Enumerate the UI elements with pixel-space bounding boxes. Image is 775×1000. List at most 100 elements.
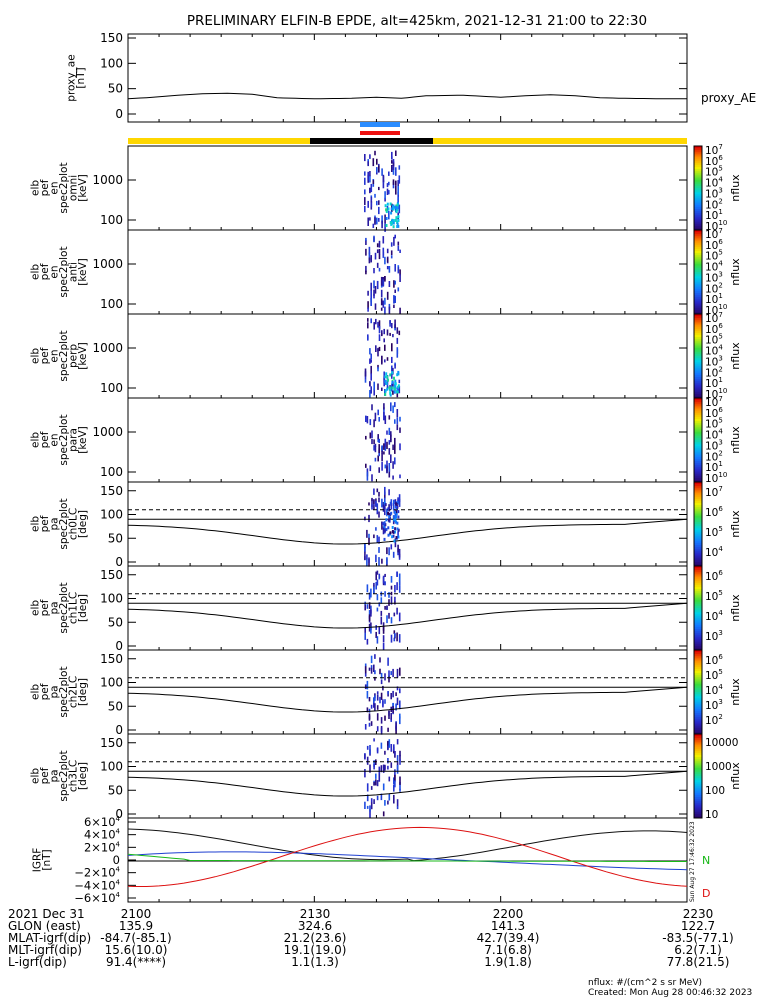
colorbar-segment	[694, 738, 702, 741]
spec-pixel	[380, 679, 383, 685]
spec-pixel	[364, 205, 366, 213]
spec-pixel	[378, 267, 381, 272]
spec-pixel	[388, 739, 391, 748]
spec-pixel	[384, 765, 386, 770]
spec-pixel	[373, 388, 375, 396]
spec-pixel	[381, 332, 383, 337]
spec-pixel-hot	[384, 380, 387, 384]
spec-pixel	[378, 346, 381, 352]
spec-pixel	[390, 255, 393, 259]
spec-pixel	[378, 547, 380, 553]
spec-pixel-hot	[397, 224, 400, 228]
spec-pixel	[369, 805, 371, 812]
spec-panel-label-line: pa	[48, 685, 60, 698]
colorbar-segment	[694, 395, 702, 399]
colorbar-segment	[694, 620, 702, 624]
spec-pixel	[382, 526, 385, 535]
spec-pixel	[390, 499, 393, 504]
footer-cell: 6.2(7.1)	[674, 943, 722, 957]
spec-panel-label-line: spec2plot	[58, 330, 70, 381]
spec-pixel	[373, 700, 375, 708]
spec-pixel	[365, 239, 367, 245]
colorbar-segment	[694, 622, 702, 626]
colorbar-segment	[694, 803, 702, 806]
spec-pixel	[368, 252, 371, 261]
spec-pixel	[392, 551, 395, 558]
colorbar-segment	[694, 255, 702, 258]
colorbar-exponent: 7	[718, 485, 722, 493]
colorbar-exponent: 2	[718, 449, 722, 457]
colorbar-segment	[694, 521, 702, 525]
footer-cell: 42.7(39.4)	[476, 931, 540, 945]
spec-pixel	[376, 570, 379, 575]
colorbar-exponent: 5	[718, 333, 722, 341]
spec-pixel	[368, 715, 371, 721]
spec-pixel	[378, 602, 381, 607]
spec-pixel	[388, 468, 391, 478]
spec-pixel	[396, 409, 399, 418]
spec-pixel	[388, 547, 390, 556]
pa-pixel-hot	[397, 535, 400, 539]
spec-pixel	[392, 390, 394, 395]
spec-panel-label-line: spec2plot	[58, 414, 70, 465]
spec-pixel-hot	[396, 373, 399, 377]
colorbar-segment	[694, 778, 702, 781]
spec-panel-label-line: [keV]	[77, 426, 89, 454]
colorbar-segment	[694, 152, 702, 155]
spec-pixel	[387, 765, 389, 770]
colorbar-segment	[694, 645, 702, 649]
colorbar-segment	[694, 204, 702, 208]
spec-pixel	[384, 444, 387, 451]
colorbar-segment	[694, 316, 702, 319]
spec-pixel	[398, 498, 401, 507]
spec-y-tick-label: 150	[100, 484, 123, 498]
colorbar-segment	[694, 500, 702, 504]
spec-pixel-hot	[396, 221, 399, 224]
spec-pixel	[373, 268, 375, 274]
spec-pixel	[375, 318, 377, 325]
colorbar-segment	[694, 589, 702, 592]
colorbar-segment	[694, 416, 702, 420]
colorbar-segment	[694, 727, 702, 731]
footer-row-label: GLON (east)	[8, 919, 81, 933]
spec-pixel	[384, 256, 386, 265]
spec-pixel	[374, 443, 377, 447]
colorbar-segment	[694, 150, 702, 153]
spec-pixel	[397, 544, 399, 553]
colorbar-segment	[694, 685, 702, 689]
spec-pixel	[368, 722, 371, 727]
spec-pixel	[391, 156, 393, 160]
colorbar-segment	[694, 343, 702, 346]
spec-pixel-hot	[389, 202, 392, 206]
spec-pixel	[380, 307, 383, 311]
spec-y-tick-label: 100	[100, 592, 123, 606]
colorbar-segment	[694, 479, 702, 483]
colorbar-segment	[694, 330, 702, 334]
spec-pixel	[383, 403, 385, 410]
spec-pixel	[393, 280, 395, 288]
colorbar-segment	[694, 574, 702, 577]
spec-pixel	[396, 755, 399, 763]
spec-pixel-hot	[385, 208, 388, 212]
spec-pixel	[394, 780, 396, 788]
spec-pixel	[397, 180, 399, 187]
spec-pixel	[376, 713, 379, 721]
pa-pixel-hot	[382, 522, 384, 526]
spec-pixel	[367, 301, 369, 309]
spec-y-tick-label: 100	[100, 381, 123, 395]
spec-pixel	[378, 334, 381, 341]
colorbar-segment	[694, 448, 702, 451]
spec-pixel	[386, 441, 388, 449]
pa-pixel-hot	[389, 531, 392, 535]
colorbar-segment	[694, 435, 702, 439]
spec-pixel	[390, 744, 393, 752]
colorbar-segment	[694, 248, 702, 252]
colorbar-segment	[694, 666, 702, 670]
spec-pixel	[394, 457, 396, 465]
spec-pixel	[381, 445, 383, 451]
colorbar-segment	[694, 299, 702, 302]
spec-pixel-hot	[389, 393, 392, 397]
colorbar-segment	[694, 251, 702, 254]
